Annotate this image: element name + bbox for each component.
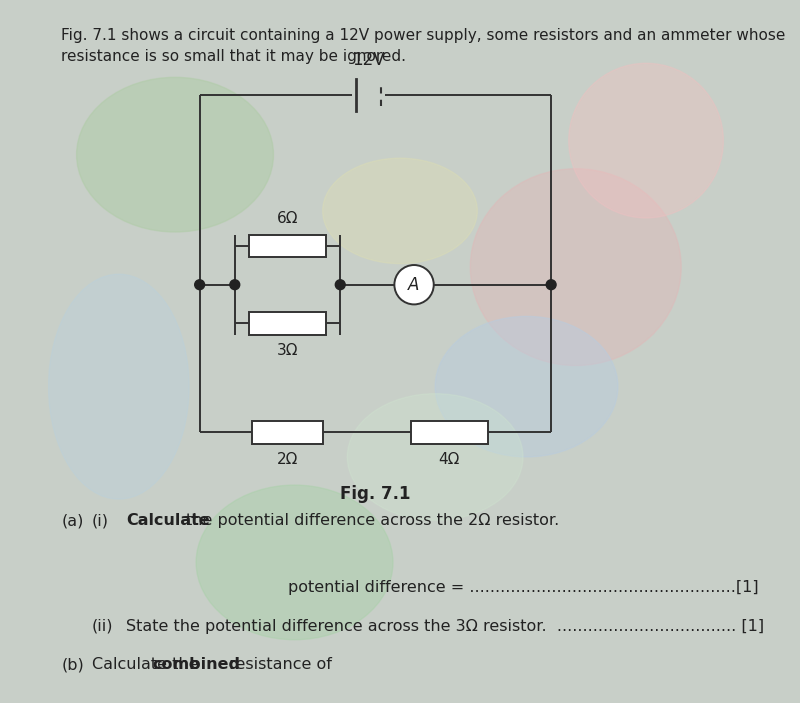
- Text: potential difference = ....................................................[1]: potential difference = .................…: [287, 580, 758, 595]
- Text: (ii): (ii): [92, 619, 114, 633]
- Text: the potential difference across the 2Ω resistor.: the potential difference across the 2Ω r…: [186, 513, 559, 528]
- Bar: [252, 421, 322, 444]
- Text: 6Ω: 6Ω: [277, 212, 298, 226]
- Text: A: A: [408, 276, 420, 294]
- Bar: [249, 235, 326, 257]
- Ellipse shape: [322, 158, 478, 264]
- Text: Fig. 7.1: Fig. 7.1: [340, 485, 410, 503]
- Circle shape: [230, 280, 240, 290]
- Bar: [249, 312, 326, 335]
- Circle shape: [394, 265, 434, 304]
- Text: Calculate the: Calculate the: [92, 657, 204, 672]
- Text: resistance of: resistance of: [224, 657, 332, 672]
- Text: Calculate: Calculate: [126, 513, 210, 528]
- Text: Fig. 7.1 shows a circuit containing a 12V power supply, some resistors and an am: Fig. 7.1 shows a circuit containing a 12…: [61, 28, 786, 43]
- Text: 12V: 12V: [352, 51, 385, 69]
- Ellipse shape: [435, 316, 618, 457]
- Text: (b): (b): [61, 657, 84, 672]
- Text: 4Ω: 4Ω: [438, 452, 460, 467]
- Circle shape: [194, 280, 205, 290]
- Text: 2Ω: 2Ω: [277, 452, 298, 467]
- Ellipse shape: [49, 274, 189, 499]
- Ellipse shape: [470, 169, 682, 366]
- Text: (i): (i): [92, 513, 109, 528]
- Ellipse shape: [77, 77, 274, 232]
- Text: (a): (a): [61, 513, 83, 528]
- Ellipse shape: [347, 394, 523, 520]
- Text: resistance is so small that it may be ignored.: resistance is so small that it may be ig…: [61, 49, 406, 64]
- Circle shape: [546, 280, 556, 290]
- Text: State the potential difference across the 3Ω resistor.  ........................: State the potential difference across th…: [126, 619, 764, 633]
- Bar: [410, 421, 488, 444]
- Text: combined: combined: [153, 657, 241, 672]
- Text: 3Ω: 3Ω: [277, 343, 298, 358]
- Ellipse shape: [196, 485, 393, 640]
- Circle shape: [335, 280, 345, 290]
- Ellipse shape: [569, 63, 723, 218]
